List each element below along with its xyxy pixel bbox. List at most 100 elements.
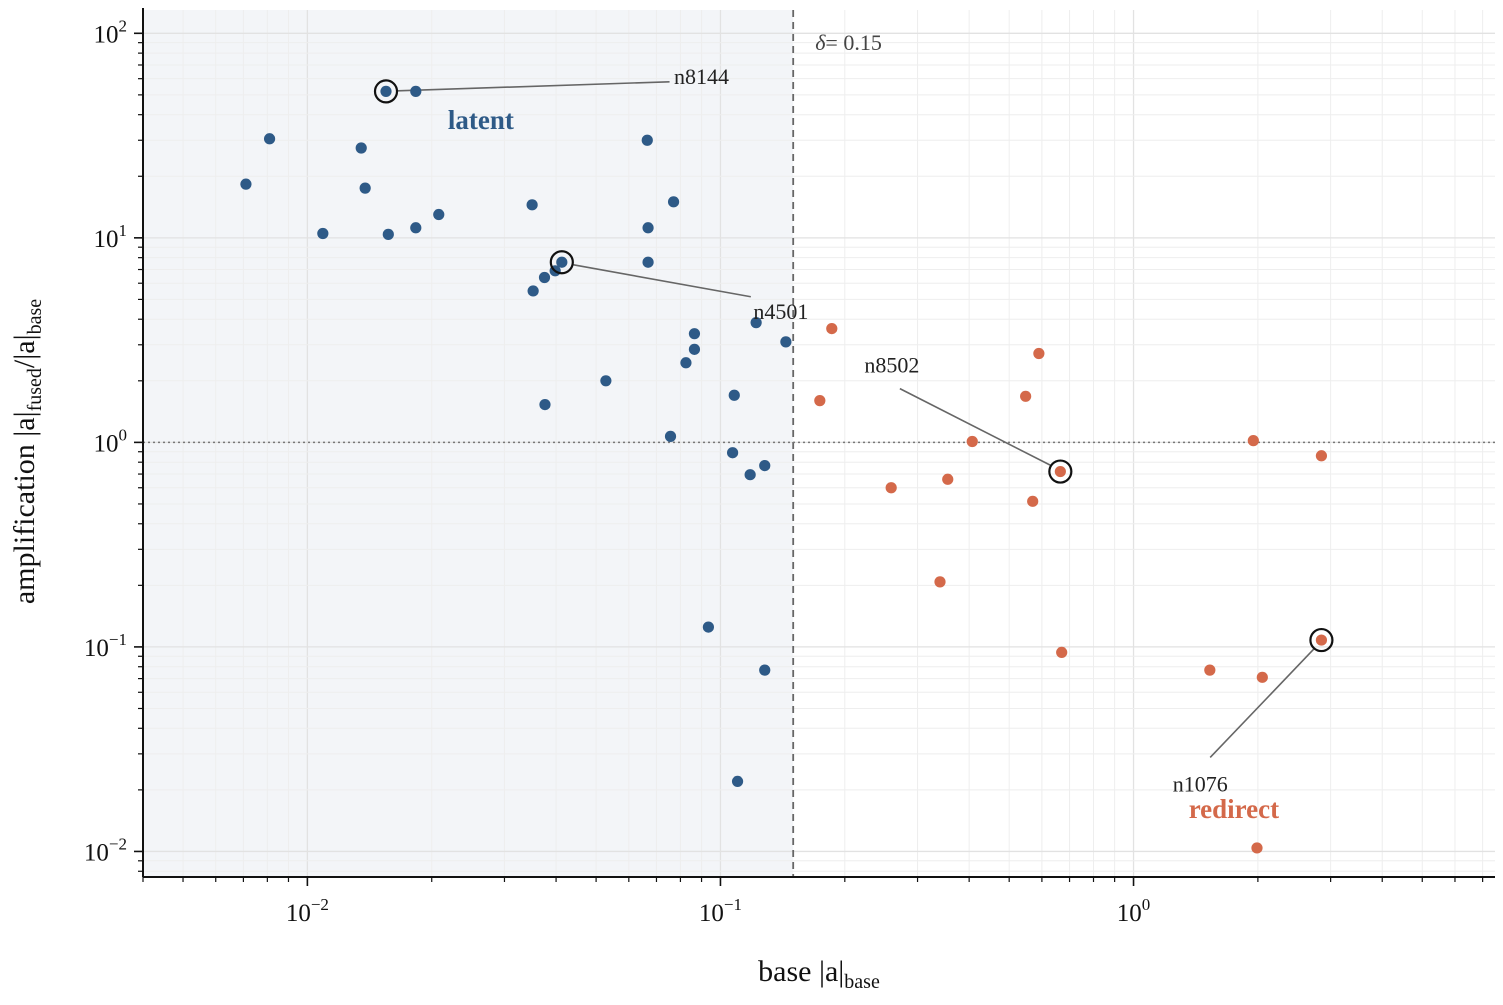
redirect-point [1027, 495, 1039, 507]
series-redirect [814, 322, 1328, 854]
x-tick-exponent: −1 [724, 895, 742, 914]
annotation-leader-n8144 [397, 80, 670, 92]
y-tick-label: 10−2 [84, 834, 127, 866]
latent-point [759, 664, 771, 676]
redirect-point [934, 576, 946, 588]
latent-point [731, 775, 744, 788]
redirect-point [1056, 646, 1068, 659]
y-tick-base: 10 [84, 635, 109, 662]
x-axis-label-sub: base [844, 971, 880, 993]
latent-point [382, 228, 394, 240]
y-tick-base: 10 [84, 839, 109, 866]
x-axis-label: base |a|base [758, 955, 880, 993]
y-tick-exponent: −2 [109, 834, 127, 853]
y-tick-label: 10−1 [84, 630, 127, 662]
annotation-label-n1076: n1076 [1173, 771, 1228, 796]
redirect-point [1315, 634, 1328, 646]
latent-point [667, 196, 680, 208]
latent-point [526, 199, 538, 211]
region-label-redirect: redirect [1189, 794, 1279, 824]
y-tick-exponent: −1 [109, 630, 127, 649]
latent-point [750, 317, 762, 329]
y-tick-label: 100 [94, 425, 128, 457]
x-axis-label-main: base |a| [758, 955, 844, 988]
x-tick-label: 10−2 [286, 895, 329, 927]
redirect-point [1204, 664, 1216, 676]
latent-point [702, 621, 714, 633]
y-tick-base: 10 [94, 21, 119, 48]
annotation-leader-n4501 [573, 264, 751, 298]
latent-point [359, 182, 371, 194]
y-axis-label-sub-base: base [24, 299, 46, 335]
latent-point [556, 256, 568, 268]
redirect-point [826, 322, 838, 335]
annotation-ring-n4501 [549, 250, 574, 275]
y-tick-base: 10 [94, 226, 119, 253]
latent-region-shade [143, 10, 794, 877]
latent-point [538, 271, 551, 284]
redirect-point [1315, 450, 1328, 462]
annotation-ring-n8502 [1048, 459, 1073, 484]
x-tick-base: 10 [286, 900, 311, 927]
redirect-point [814, 395, 826, 407]
annotation-ring-n8144 [373, 79, 399, 104]
latent-point [728, 389, 740, 401]
latent-point [641, 134, 653, 146]
latent-point [688, 328, 701, 340]
y-tick-base: 10 [94, 430, 119, 457]
latent-point [744, 469, 756, 481]
latent-point [380, 85, 392, 97]
latent-point [688, 343, 701, 355]
latent-point [539, 398, 551, 411]
x-tick-base: 10 [699, 900, 724, 927]
x-tick-exponent: −2 [311, 895, 329, 914]
threshold-symbol: δ [815, 30, 826, 55]
annotation-label-n4501: n4501 [753, 299, 808, 324]
annotation-label-n8144: n8144 [674, 64, 729, 89]
x-tick-base: 10 [1117, 900, 1142, 927]
y-axis-label: amplification |a|fused/|a|base [8, 299, 46, 604]
redirect-point [1020, 390, 1032, 402]
x-tick-exponent: 0 [1142, 895, 1151, 914]
threshold-label: δ= 0.15 [815, 30, 882, 55]
annotation-label-n8502: n8502 [864, 353, 919, 378]
x-tick-label: 100 [1117, 895, 1151, 927]
latent-point [642, 256, 654, 268]
x-tick-label: 10−1 [699, 895, 742, 927]
redirect-point [1054, 465, 1066, 478]
latent-point [410, 222, 422, 234]
latent-point [600, 375, 612, 387]
latent-point [527, 285, 539, 297]
redirect-point [1251, 842, 1263, 854]
y-axis-label-sub-fused: fused [24, 368, 46, 411]
grid-lines [142, 10, 1495, 877]
y-axis-label-main: amplification |a| [8, 411, 41, 604]
y-tick-exponent: 0 [119, 425, 128, 444]
latent-point [780, 336, 792, 348]
latent-point [433, 208, 445, 221]
y-tick-exponent: 1 [119, 221, 128, 240]
redirect-point [966, 435, 978, 448]
latent-point [726, 447, 739, 459]
latent-point [355, 142, 367, 154]
threshold-value: = 0.15 [825, 30, 881, 55]
annotation-leader-n1076 [1209, 648, 1315, 759]
latent-point [263, 133, 276, 145]
region-label-latent: latent [448, 105, 514, 135]
y-axis-label-mid: /|a| [8, 334, 41, 368]
redirect-point [942, 473, 954, 485]
latent-point [759, 459, 771, 472]
latent-point [680, 357, 692, 369]
annotation-ring-n1076 [1309, 627, 1334, 653]
redirect-point [1256, 671, 1268, 683]
annotation-leader-n8502 [899, 387, 1051, 466]
latent-point [317, 227, 329, 240]
latent-point [410, 85, 422, 97]
y-tick-exponent: 2 [119, 16, 128, 35]
latent-point [240, 178, 252, 190]
latent-point [664, 430, 677, 442]
redirect-point [885, 482, 897, 494]
redirect-point [1247, 435, 1259, 447]
